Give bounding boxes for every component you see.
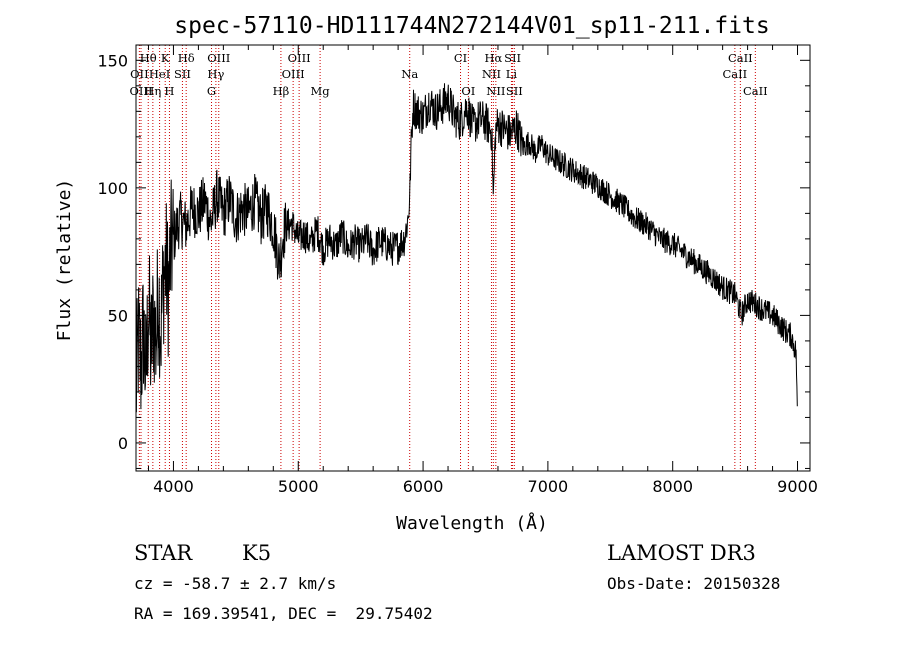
spectral-line-label: CI [454, 51, 467, 65]
spectral-line-label: Hγ [207, 67, 224, 81]
object-subclass: K5 [242, 541, 272, 565]
spectral-line-label: K [161, 51, 170, 65]
x-tick-label: 6000 [403, 477, 444, 496]
spectral-line-label: OIII [129, 84, 152, 98]
y-tick-label: 100 [97, 179, 128, 198]
spectral-line-label: CaII [722, 67, 747, 81]
spectral-line-label: OI [461, 84, 475, 98]
spectral-line-label: OIII [207, 51, 230, 65]
spectral-line-label: Mg [311, 84, 331, 98]
obs-date: Obs-Date: 20150328 [607, 574, 781, 593]
y-tick-label: 0 [118, 434, 128, 453]
object-class: STAR [134, 541, 193, 565]
spectral-line-label: G [207, 84, 216, 98]
spectral-line-label: Li [506, 67, 518, 81]
coordinates-readout: RA = 169.39541, DEC = 29.75402 [134, 604, 433, 623]
survey-name: LAMOST DR3 [607, 541, 756, 565]
spectral-line-label: SII [174, 67, 191, 81]
spectral-line-label: CaII [743, 84, 768, 98]
x-tick-label: 7000 [528, 477, 569, 496]
spectral-line-label: Hδ [178, 51, 195, 65]
spectrum-series-line [135, 83, 798, 413]
y-axis-label: Flux (relative) [54, 179, 75, 342]
spectral-line-label: Hβ [273, 84, 290, 98]
spectral-line-label: Hη [144, 84, 161, 98]
spectral-line-label: Hα [484, 51, 502, 65]
spectral-line-label: SII [504, 51, 521, 65]
x-tick-label: 8000 [652, 477, 693, 496]
spectral-line-label: HeI [149, 67, 170, 81]
spectral-line-label: H [164, 84, 174, 98]
spectral-line-label: SII [506, 84, 523, 98]
spectral-line-label: OIII [282, 67, 305, 81]
spectral-line-label: NII [486, 84, 505, 98]
chart-title: spec-57110-HD111744N272144V01_sp11-211.f… [174, 13, 769, 39]
spectral-line-label: OII [130, 67, 149, 81]
redshift-readout: cz = -58.7 ± 2.7 km/s [134, 574, 337, 593]
x-axis-label: Wavelength (Å) [396, 512, 548, 534]
spectral-line-label: OIII [288, 51, 311, 65]
spectral-line-label: Hθ [140, 51, 157, 65]
spectral-line-label: NII [482, 67, 501, 81]
y-tick-label: 50 [108, 306, 128, 325]
y-tick-label: 150 [97, 51, 128, 70]
x-tick-label: 4000 [153, 477, 194, 496]
x-tick-label: 5000 [278, 477, 319, 496]
spectral-line-label: Na [401, 67, 418, 81]
x-tick-label: 9000 [777, 477, 818, 496]
spectral-line-label: CaII [728, 51, 753, 65]
